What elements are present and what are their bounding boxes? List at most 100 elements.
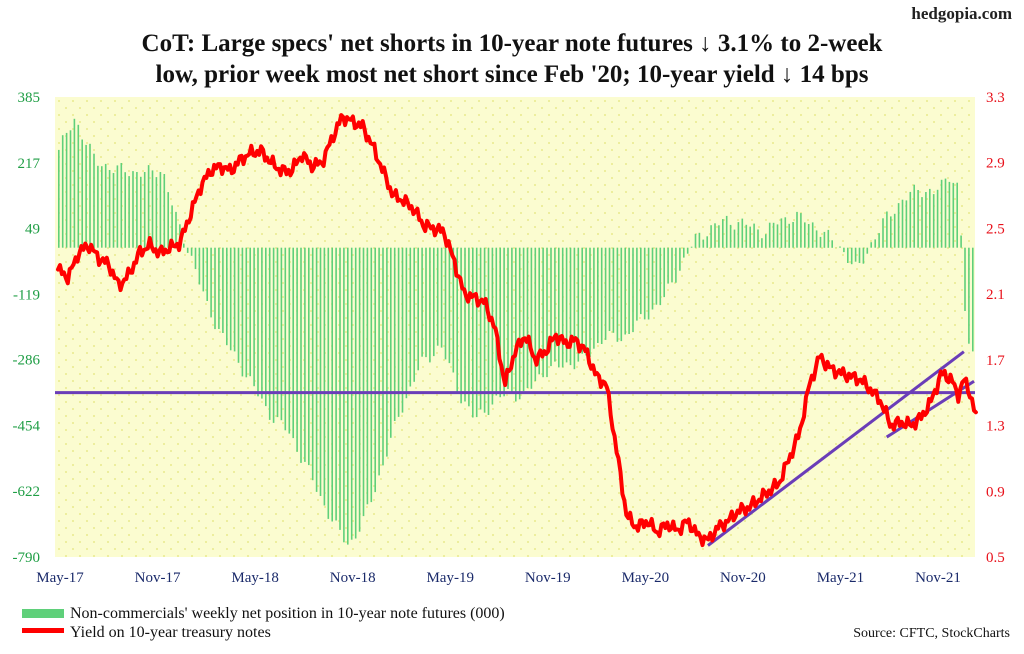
position-bar — [386, 247, 388, 457]
position-bar — [132, 171, 134, 248]
position-bar — [729, 224, 732, 248]
position-bar — [81, 139, 83, 248]
position-bar — [968, 247, 970, 344]
position-bar — [413, 247, 415, 382]
position-bar — [362, 247, 365, 517]
position-bar — [655, 247, 658, 305]
left-axis-tick: -622 — [13, 484, 41, 500]
position-bar — [370, 247, 373, 503]
position-bar — [272, 247, 275, 423]
position-bar — [850, 247, 853, 265]
position-bar — [397, 247, 400, 417]
position-bar — [901, 199, 904, 248]
position-bar — [452, 247, 455, 373]
position-bar — [347, 247, 349, 545]
legend-line-swatch — [22, 628, 64, 633]
position-bar — [292, 247, 294, 439]
position-bar — [905, 200, 908, 248]
position-bar — [698, 232, 701, 248]
position-bar — [226, 247, 228, 346]
position-bar — [444, 247, 447, 360]
position-bar — [839, 246, 841, 248]
position-bar — [495, 247, 498, 396]
position-bar — [964, 247, 966, 311]
position-bar — [229, 247, 232, 351]
position-bar — [331, 247, 333, 522]
position-bar — [433, 247, 435, 357]
position-bar — [706, 236, 708, 248]
position-bar — [507, 247, 509, 389]
right-axis-tick: 1.3 — [986, 419, 1005, 435]
position-bar — [417, 247, 419, 371]
position-bar — [874, 239, 876, 248]
yield-line — [56, 113, 978, 548]
position-bar — [854, 247, 857, 262]
position-bar — [561, 247, 564, 368]
position-bar — [124, 172, 126, 248]
left-axis-tick: -790 — [13, 550, 41, 566]
x-axis-tick: May-18 — [231, 570, 279, 586]
x-axis-tick: Nov-20 — [720, 570, 766, 586]
position-bar — [597, 247, 599, 343]
position-bar — [186, 247, 189, 253]
position-bar — [811, 222, 814, 248]
legend-yield-label: Yield on 10-year treasury notes — [70, 624, 271, 641]
position-bar — [210, 247, 212, 318]
position-bar — [925, 192, 927, 248]
right-axis-tick: 2.5 — [986, 221, 1005, 237]
position-bar — [612, 247, 615, 333]
position-bar — [253, 247, 255, 387]
position-bar — [800, 213, 802, 248]
position-bar — [58, 149, 60, 248]
position-bar — [343, 247, 345, 543]
position-bar — [378, 247, 380, 476]
left-axis-tick: 49 — [25, 222, 40, 238]
left-axis-tick: 385 — [18, 90, 41, 106]
position-bar — [116, 165, 119, 248]
position-bar — [526, 247, 529, 388]
position-bar — [593, 247, 595, 349]
position-bar — [304, 247, 306, 462]
position-bar — [61, 135, 64, 248]
position-bar — [73, 118, 76, 248]
position-bar — [108, 170, 111, 248]
position-bar — [171, 205, 173, 248]
position-bar — [120, 163, 123, 248]
position-bar — [878, 233, 880, 248]
position-bar — [261, 247, 263, 399]
position-bar — [765, 234, 767, 248]
position-bar — [522, 247, 525, 392]
right-axis-tick: 0.5 — [986, 550, 1005, 566]
chart-title-line-1: CoT: Large specs' net shorts in 10-year … — [141, 30, 883, 57]
position-bar — [788, 223, 790, 248]
position-bar — [300, 247, 302, 463]
position-bar — [448, 247, 451, 364]
position-bar — [534, 247, 537, 382]
position-bar — [718, 225, 720, 248]
position-bar — [936, 189, 939, 248]
position-bar — [206, 247, 208, 301]
position-bar — [831, 240, 833, 248]
position-bar — [702, 239, 705, 248]
position-bar — [136, 172, 138, 248]
position-bar — [745, 224, 748, 248]
position-bar — [128, 176, 130, 248]
position-bar — [663, 247, 665, 298]
position-bar — [565, 247, 568, 363]
position-bar — [952, 182, 955, 248]
position-bar — [429, 247, 431, 363]
position-bar — [518, 247, 521, 400]
position-bar — [93, 153, 95, 248]
position-bar — [143, 172, 146, 248]
position-bar — [550, 247, 552, 367]
position-bar — [807, 224, 810, 248]
position-bar — [288, 247, 291, 434]
position-bar — [323, 247, 326, 506]
position-bar — [104, 163, 107, 248]
position-bar — [909, 191, 912, 248]
position-bar — [690, 246, 693, 248]
position-bar — [393, 247, 396, 421]
position-bar — [772, 222, 775, 248]
position-bar — [554, 247, 556, 362]
position-bar — [257, 247, 259, 397]
